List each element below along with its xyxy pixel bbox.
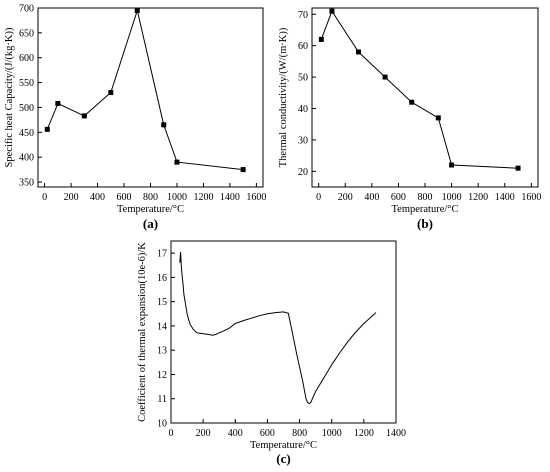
panel-label: (a) bbox=[143, 216, 158, 231]
data-point bbox=[515, 165, 521, 171]
y-tick-label: 14 bbox=[157, 321, 167, 332]
data-point bbox=[449, 162, 455, 168]
x-axis-label: Temperature/°C bbox=[117, 204, 184, 215]
x-tick-label: 0 bbox=[316, 192, 321, 203]
x-tick-label: 1000 bbox=[442, 192, 462, 203]
y-tick-label: 350 bbox=[19, 178, 34, 189]
y-tick-label: 400 bbox=[19, 153, 34, 164]
x-tick-label: 1400 bbox=[386, 428, 406, 439]
panel-b: 0 200 400 600 800 1000 1200 1400 1600 20 30 40 50 60 7… bbox=[278, 7, 541, 231]
data-point bbox=[409, 99, 415, 105]
x-axis-label: Temperature/°C bbox=[391, 204, 458, 215]
x-tick-label: 200 bbox=[64, 192, 79, 203]
x-axis-label: Temperature/°C bbox=[250, 440, 317, 451]
panel-label: (b) bbox=[417, 216, 433, 231]
x-tick-label: 400 bbox=[228, 428, 243, 439]
y-tick-label: 450 bbox=[19, 128, 34, 139]
x-tick-label: 800 bbox=[418, 192, 433, 203]
panel-c: 0 200 400 600 800 1000 1200 1400 10 11 12 13 14 15 16 1… bbox=[137, 240, 406, 466]
panel-label: (c) bbox=[276, 451, 290, 466]
x-tick-label: 400 bbox=[364, 192, 379, 203]
y-tick-label: 10 bbox=[157, 419, 167, 430]
x-tick-label: 600 bbox=[391, 192, 406, 203]
y-tick-label: 15 bbox=[157, 297, 167, 308]
data-point bbox=[44, 126, 50, 132]
data-point bbox=[161, 122, 167, 128]
data-point bbox=[174, 159, 180, 165]
data-point bbox=[356, 49, 362, 55]
x-tick-label: 1200 bbox=[193, 192, 213, 203]
x-tick-label: 800 bbox=[143, 192, 158, 203]
y-tick-label: 700 bbox=[19, 4, 34, 15]
panel-a: 0 200 400 600 800 1000 1200 1400 1600 350 400 450 50… bbox=[4, 4, 266, 232]
data-point bbox=[55, 100, 61, 106]
x-tick-label: 800 bbox=[292, 428, 307, 439]
y-tick-label: 50 bbox=[298, 73, 308, 84]
x-tick-label: 1600 bbox=[521, 192, 541, 203]
y-tick-label: 11 bbox=[157, 394, 167, 405]
y-axis-label: Specific heat Capacity/(J/(kg·K)) bbox=[4, 27, 15, 167]
series-line bbox=[46, 8, 244, 171]
data-point bbox=[382, 74, 388, 80]
y-tick-label: 16 bbox=[157, 273, 167, 284]
data-point bbox=[329, 8, 335, 14]
y-tick-label: 40 bbox=[298, 104, 308, 115]
x-tick-label: 0 bbox=[42, 192, 47, 203]
x-tick-label: 1200 bbox=[468, 192, 488, 203]
y-tick-label: 500 bbox=[19, 103, 34, 114]
data-point bbox=[134, 7, 140, 13]
y-tick-label: 650 bbox=[19, 28, 34, 39]
y-tick-label: 70 bbox=[298, 10, 308, 21]
y-axis-label: Thermal conductivity/(W/(m·K)) bbox=[278, 27, 289, 167]
y-tick-label: 17 bbox=[157, 249, 167, 260]
data-point bbox=[81, 113, 87, 119]
series-line bbox=[320, 9, 519, 169]
series-line bbox=[179, 251, 377, 405]
y-tick-label: 550 bbox=[19, 78, 34, 89]
y-tick-label: 12 bbox=[157, 370, 167, 381]
plot-frame bbox=[37, 7, 264, 188]
x-tick-label: 1400 bbox=[220, 192, 240, 203]
data-point bbox=[318, 36, 324, 42]
x-tick-label: 400 bbox=[90, 192, 105, 203]
x-tick-label: 200 bbox=[196, 428, 211, 439]
data-point bbox=[240, 167, 246, 173]
x-tick-label: 1000 bbox=[322, 428, 342, 439]
x-tick-label: 1600 bbox=[246, 192, 266, 203]
data-point bbox=[435, 115, 441, 121]
y-tick-label: 20 bbox=[298, 167, 308, 178]
y-tick-label: 13 bbox=[157, 346, 167, 357]
x-tick-label: 1400 bbox=[495, 192, 515, 203]
x-tick-label: 200 bbox=[338, 192, 353, 203]
x-tick-label: 0 bbox=[169, 428, 174, 439]
data-point bbox=[108, 90, 114, 96]
x-tick-label: 1200 bbox=[354, 428, 374, 439]
x-tick-label: 600 bbox=[260, 428, 275, 439]
x-tick-label: 1000 bbox=[167, 192, 187, 203]
y-tick-label: 600 bbox=[19, 53, 34, 64]
y-axis-label: Coefficient of thermal expansion(10e-6)/… bbox=[137, 242, 148, 422]
plot-frame bbox=[170, 240, 397, 424]
y-tick-label: 30 bbox=[298, 135, 308, 146]
y-tick-label: 60 bbox=[298, 41, 308, 52]
x-tick-label: 600 bbox=[117, 192, 132, 203]
plot-frame bbox=[311, 7, 539, 188]
